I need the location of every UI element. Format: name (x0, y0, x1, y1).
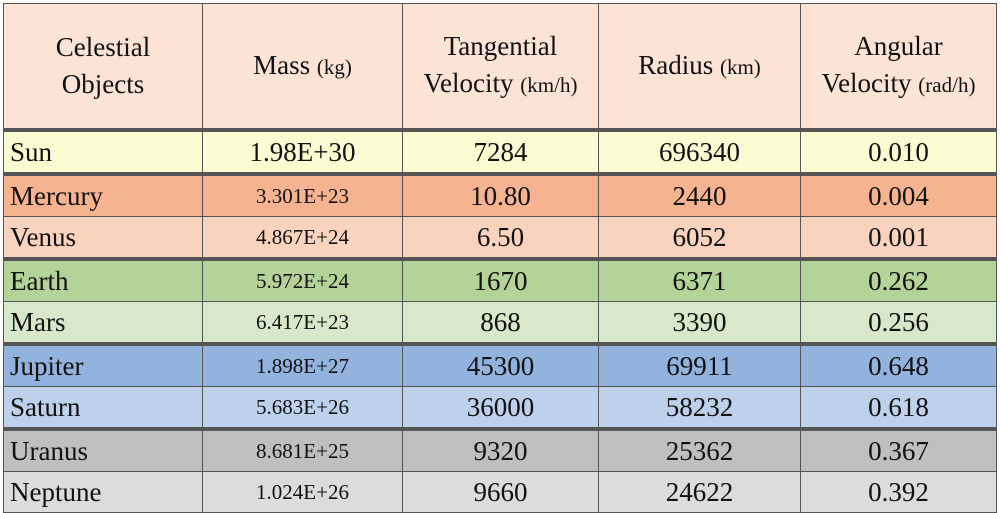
cell-angular-velocity: 0.648 (800, 342, 997, 387)
cell-tangential-velocity: 9660 (402, 471, 599, 513)
header-celestial-line1: Celestial (55, 32, 151, 62)
cell-mass: 5.683E+26 (202, 386, 403, 430)
cell-name: Uranus (3, 427, 203, 472)
cell-angular-velocity: 0.010 (800, 128, 997, 175)
cell-tangential-velocity: 7284 (402, 128, 599, 175)
header-angular-line1: Angular (854, 31, 943, 61)
table-row: Mercury 3.301E+23 10.80 2440 0.004 (3, 172, 997, 217)
header-celestial-objects: Celestial Objects (3, 3, 203, 131)
header-angular-line2: Velocity (821, 68, 912, 98)
cell-radius: 24622 (598, 471, 801, 513)
cell-angular-velocity: 0.367 (800, 427, 997, 472)
cell-radius: 6052 (598, 216, 801, 260)
cell-mass: 5.972E+24 (202, 257, 403, 302)
cell-radius: 69911 (598, 342, 801, 387)
cell-radius: 58232 (598, 386, 801, 430)
table-row: Jupiter 1.898E+27 45300 69911 0.648 (3, 342, 997, 387)
cell-tangential-velocity: 36000 (402, 386, 599, 430)
cell-name: Jupiter (3, 342, 203, 387)
header-row: Celestial Objects Mass (kg) Tangential V… (3, 3, 997, 131)
cell-radius: 696340 (598, 128, 801, 175)
table-row: Venus 4.867E+24 6.50 6052 0.001 (3, 216, 997, 260)
cell-radius: 3390 (598, 301, 801, 345)
table-row: Uranus 8.681E+25 9320 25362 0.367 (3, 427, 997, 472)
cell-angular-velocity: 0.001 (800, 216, 997, 260)
header-angular-velocity: Angular Velocity (rad/h) (800, 3, 997, 131)
table-row: Mars 6.417E+23 868 3390 0.256 (3, 301, 997, 345)
cell-name: Venus (3, 216, 203, 260)
cell-radius: 2440 (598, 172, 801, 217)
header-radius-label: Radius (638, 49, 714, 80)
cell-name: Sun (3, 128, 203, 175)
cell-angular-velocity: 0.262 (800, 257, 997, 302)
header-radius-unit: (km) (719, 54, 761, 79)
header-tangential-line1: Tangential (443, 31, 558, 61)
cell-tangential-velocity: 10.80 (402, 172, 599, 217)
cell-angular-velocity: 0.392 (800, 471, 997, 513)
cell-radius: 6371 (598, 257, 801, 302)
cell-name: Mercury (3, 172, 203, 217)
cell-mass: 3.301E+23 (202, 172, 403, 217)
header-mass-unit: (kg) (316, 54, 352, 79)
table-body: Sun 1.98E+30 7284 696340 0.010 Mercury 3… (3, 128, 997, 513)
cell-angular-velocity: 0.618 (800, 386, 997, 430)
table-row: Sun 1.98E+30 7284 696340 0.010 (3, 128, 997, 175)
celestial-objects-table: Celestial Objects Mass (kg) Tangential V… (3, 3, 997, 513)
table-row: Neptune 1.024E+26 9660 24622 0.392 (3, 471, 997, 513)
header-celestial-line2: Objects (61, 69, 145, 99)
header-tangential-line2: Velocity (423, 68, 514, 98)
cell-name: Mars (3, 301, 203, 345)
cell-angular-velocity: 0.004 (800, 172, 997, 217)
header-mass-label: Mass (253, 49, 311, 80)
cell-mass: 8.681E+25 (202, 427, 403, 472)
cell-mass: 1.898E+27 (202, 342, 403, 387)
cell-tangential-velocity: 868 (402, 301, 599, 345)
cell-name: Earth (3, 257, 203, 302)
header-tangential-velocity: Tangential Velocity (km/h) (402, 3, 599, 131)
header-angular-unit: (rad/h) (918, 73, 976, 97)
cell-mass: 1.98E+30 (202, 128, 403, 175)
header-mass: Mass (kg) (202, 3, 403, 131)
cell-tangential-velocity: 45300 (402, 342, 599, 387)
cell-mass: 4.867E+24 (202, 216, 403, 260)
cell-tangential-velocity: 1670 (402, 257, 599, 302)
table-header: Celestial Objects Mass (kg) Tangential V… (3, 3, 997, 131)
cell-name: Saturn (3, 386, 203, 430)
cell-tangential-velocity: 6.50 (402, 216, 599, 260)
cell-radius: 25362 (598, 427, 801, 472)
cell-angular-velocity: 0.256 (800, 301, 997, 345)
table-row: Saturn 5.683E+26 36000 58232 0.618 (3, 386, 997, 430)
header-tangential-unit: (km/h) (520, 73, 578, 97)
cell-mass: 6.417E+23 (202, 301, 403, 345)
cell-name: Neptune (3, 471, 203, 513)
table-row: Earth 5.972E+24 1670 6371 0.262 (3, 257, 997, 302)
cell-mass: 1.024E+26 (202, 471, 403, 513)
header-radius: Radius (km) (598, 3, 801, 131)
cell-tangential-velocity: 9320 (402, 427, 599, 472)
